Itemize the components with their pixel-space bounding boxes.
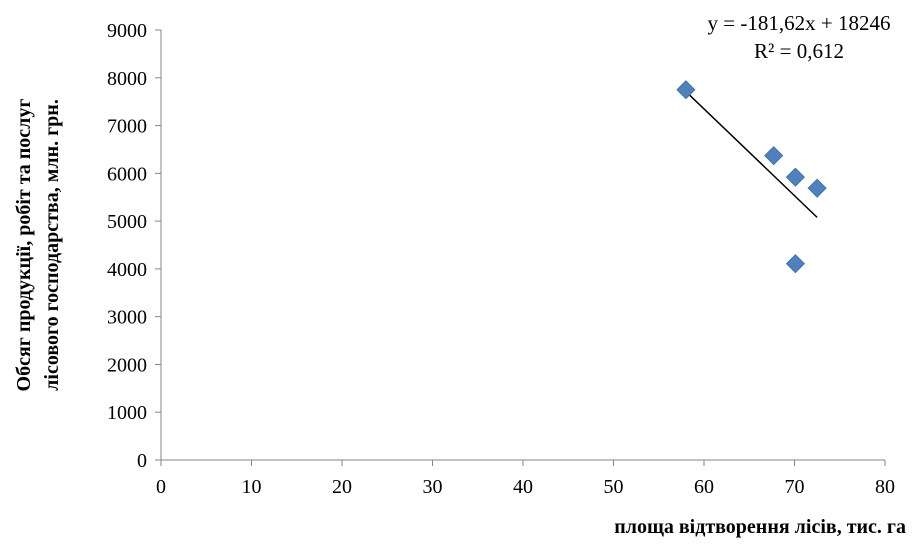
data-point (785, 254, 805, 274)
data-points (676, 80, 827, 274)
x-tick-label: 60 (694, 476, 714, 498)
x-tick-label: 10 (242, 476, 262, 498)
y-tick-label: 4000 (107, 259, 147, 281)
x-tick-label: 0 (156, 476, 166, 498)
y-tick-label: 3000 (107, 307, 147, 329)
y-tick-label: 5000 (107, 211, 147, 233)
y-tick-label: 0 (137, 450, 147, 472)
data-point (676, 80, 696, 100)
y-axis-title-line-1: Обсяг продукції, робіт та послуг (13, 99, 35, 392)
y-axis-ticks: 0 1000 2000 3000 4000 5000 6000 7000 8000 9000 (107, 20, 161, 472)
data-point (785, 167, 805, 187)
x-tick-label: 70 (785, 476, 805, 498)
y-tick-label: 1000 (107, 402, 147, 424)
x-tick-label: 30 (423, 476, 443, 498)
y-tick-label: 8000 (107, 68, 147, 90)
x-tick-label: 50 (604, 476, 624, 498)
trendline-r-squared: R² = 0,612 (754, 39, 844, 63)
y-axis-title-line-2: лісового господарства, млн. грн. (41, 99, 63, 391)
x-tick-label: 80 (875, 476, 895, 498)
trendline-equation: y = -181,62x + 18246 (708, 11, 891, 35)
x-axis-ticks: 0 10 20 30 40 50 60 70 80 (156, 460, 895, 498)
y-tick-label: 6000 (107, 163, 147, 185)
trendline-line (685, 90, 818, 218)
x-axis-title: площа відтворення лісів, тис. га (614, 516, 906, 538)
data-point (764, 146, 784, 166)
y-axis-title: Обсяг продукції, робіт та послуг лісовог… (13, 99, 63, 392)
x-tick-label: 20 (332, 476, 352, 498)
trendline (685, 90, 818, 218)
data-point (807, 178, 827, 198)
y-tick-label: 7000 (107, 116, 147, 138)
y-tick-label: 2000 (107, 354, 147, 376)
x-tick-label: 40 (513, 476, 533, 498)
y-tick-label: 9000 (107, 20, 147, 42)
